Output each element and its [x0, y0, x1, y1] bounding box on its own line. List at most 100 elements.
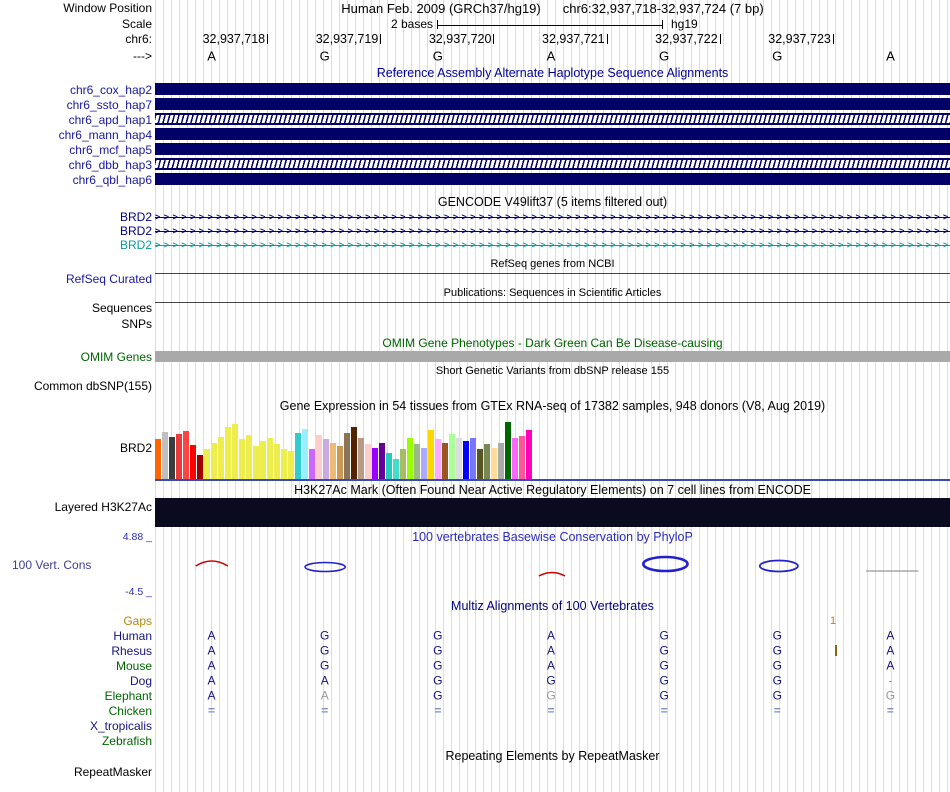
gene-track-BRD2-1[interactable]: >>>>>>>>>>>>>>>>>>>>>>>>>>>>>>>>>>>>>>>>… — [155, 224, 950, 238]
gtex-tissue-bar[interactable] — [176, 434, 182, 479]
gtex-tissue-bar[interactable] — [379, 443, 385, 479]
gtex-tissue-bar[interactable] — [330, 443, 336, 479]
gtex-bar-chart[interactable] — [155, 414, 950, 479]
gtex-tissue-bar[interactable] — [288, 451, 294, 479]
gtex-tissue-bar[interactable] — [372, 448, 378, 479]
track-label-chr6_mann_hap4[interactable]: chr6_mann_hap4 — [58, 127, 152, 142]
haplotype-bar[interactable] — [155, 83, 950, 95]
track-chr6_apd_hap1[interactable] — [155, 112, 950, 127]
gene-label-BRD2-0[interactable]: BRD2 — [119, 210, 152, 224]
gene-track-BRD2-2[interactable]: >>>>>>>>>>>>>>>>>>>>>>>>>>>>>>>>>>>>>>>>… — [155, 238, 950, 252]
gtex-tissue-bar[interactable] — [155, 439, 161, 479]
gtex-tissue-bar[interactable] — [470, 438, 476, 479]
gtex-tissue-bar[interactable] — [498, 443, 504, 479]
gtex-tissue-bar[interactable] — [512, 438, 518, 479]
gtex-tissue-bar[interactable] — [232, 424, 238, 479]
gtex-tissue-bar[interactable] — [162, 432, 168, 479]
track-label-repeatmasker[interactable]: RepeatMasker — [73, 765, 152, 779]
track-label-gtex-brd2[interactable]: BRD2 — [119, 441, 152, 455]
track-sequences[interactable] — [155, 300, 950, 316]
gtex-tissue-bar[interactable] — [491, 448, 497, 479]
gtex-tissue-bar[interactable] — [225, 427, 231, 479]
gtex-tissue-bar[interactable] — [484, 444, 490, 479]
gtex-tissue-bar[interactable] — [183, 431, 189, 479]
species-label-Human[interactable]: Human — [113, 628, 152, 643]
gtex-tissue-bar[interactable] — [400, 449, 406, 479]
gtex-tissue-bar[interactable] — [246, 435, 252, 479]
coordinate-ruler[interactable]: 32,937,718 32,937,719 32,937,720 32,937,721… — [155, 31, 950, 47]
track-gtex[interactable] — [155, 414, 950, 482]
species-label-Mouse[interactable]: Mouse — [115, 658, 152, 673]
gtex-tissue-bar[interactable] — [428, 430, 434, 479]
gtex-tissue-bar[interactable] — [260, 441, 266, 479]
track-label-snps[interactable]: SNPs — [121, 317, 152, 331]
species-label-Chicken[interactable]: Chicken — [108, 703, 152, 718]
gtex-tissue-bar[interactable] — [449, 434, 455, 479]
gtex-tissue-bar[interactable] — [505, 422, 511, 479]
gtex-tissue-bar[interactable] — [351, 427, 357, 479]
gtex-tissue-bar[interactable] — [239, 439, 245, 479]
gtex-tissue-bar[interactable] — [309, 449, 315, 479]
alignment-track-Zebrafish[interactable] — [155, 733, 950, 748]
gtex-tissue-bar[interactable] — [281, 449, 287, 479]
gtex-tissue-bar[interactable] — [218, 437, 224, 479]
track-chr6_mann_hap4[interactable] — [155, 127, 950, 142]
track-label-omim-genes[interactable]: OMIM Genes — [80, 350, 152, 364]
gtex-tissue-bar[interactable] — [442, 443, 448, 479]
haplotype-bar[interactable] — [155, 113, 950, 125]
track-repeatmasker[interactable] — [155, 764, 950, 780]
track-chr6_cox_hap2[interactable] — [155, 82, 950, 97]
track-label-h3k27ac[interactable]: Layered H3K27Ac — [54, 500, 152, 514]
gtex-tissue-bar[interactable] — [519, 436, 525, 479]
species-label-Zebrafish[interactable]: Zebrafish — [101, 733, 152, 748]
gtex-tissue-bar[interactable] — [463, 441, 469, 479]
gtex-tissue-bar[interactable] — [337, 446, 343, 479]
track-label-chr6_qbl_hap6[interactable]: chr6_qbl_hap6 — [72, 172, 152, 187]
track-chr6_ssto_hap7[interactable] — [155, 97, 950, 112]
gene-label-BRD2-2[interactable]: BRD2 — [119, 238, 152, 252]
track-label-chr6_mcf_hap5[interactable]: chr6_mcf_hap5 — [69, 142, 152, 157]
gtex-tissue-bar[interactable] — [316, 435, 322, 479]
gtex-tissue-bar[interactable] — [407, 438, 413, 479]
gene-track-BRD2-0[interactable]: >>>>>>>>>>>>>>>>>>>>>>>>>>>>>>>>>>>>>>>>… — [155, 210, 950, 224]
track-chr6_mcf_hap5[interactable] — [155, 142, 950, 157]
haplotype-bar[interactable] — [155, 128, 950, 140]
track-snps[interactable] — [155, 316, 950, 332]
gtex-tissue-bar[interactable] — [393, 459, 399, 479]
track-conservation[interactable] — [155, 545, 950, 585]
gtex-tissue-bar[interactable] — [386, 453, 392, 479]
gtex-tissue-bar[interactable] — [197, 455, 203, 479]
track-label-chr6_apd_hap1[interactable]: chr6_apd_hap1 — [68, 112, 152, 127]
track-label-chr6_cox_hap2[interactable]: chr6_cox_hap2 — [69, 82, 152, 97]
gtex-tissue-bar[interactable] — [477, 449, 483, 479]
gtex-tissue-bar[interactable] — [302, 429, 308, 479]
alignment-track-X_tropicalis[interactable] — [155, 718, 950, 733]
gtex-tissue-bar[interactable] — [274, 444, 280, 479]
species-label-X_tropicalis[interactable]: X_tropicalis — [89, 718, 152, 733]
track-label-sequences[interactable]: Sequences — [91, 301, 152, 315]
gtex-tissue-bar[interactable] — [358, 438, 364, 479]
gtex-tissue-bar[interactable] — [435, 439, 441, 479]
gtex-tissue-bar[interactable] — [211, 443, 217, 479]
gene-label-BRD2-1[interactable]: BRD2 — [119, 224, 152, 238]
track-label-refseq-curated[interactable]: RefSeq Curated — [65, 271, 152, 286]
gtex-tissue-bar[interactable] — [253, 446, 259, 479]
gtex-tissue-bar[interactable] — [267, 438, 273, 479]
track-label-gaps[interactable]: Gaps — [123, 614, 152, 628]
species-label-Rhesus[interactable]: Rhesus — [111, 643, 152, 658]
track-common-dbsnp[interactable] — [155, 378, 950, 394]
gtex-tissue-bar[interactable] — [414, 444, 420, 479]
gtex-tissue-bar[interactable] — [344, 433, 350, 479]
gtex-tissue-bar[interactable] — [204, 449, 210, 479]
gtex-tissue-bar[interactable] — [169, 437, 175, 479]
alignment-track-Chicken[interactable]: = = = = = = = — [155, 703, 950, 718]
gtex-tissue-bar[interactable] — [456, 438, 462, 479]
track-label-chr6_ssto_hap7[interactable]: chr6_ssto_hap7 — [66, 97, 152, 112]
gtex-tissue-bar[interactable] — [295, 433, 301, 479]
gtex-tissue-bar[interactable] — [421, 448, 427, 479]
track-label-100-vert-cons[interactable]: 100 Vert. Cons — [12, 558, 92, 572]
track-omim-genes[interactable] — [155, 350, 950, 364]
